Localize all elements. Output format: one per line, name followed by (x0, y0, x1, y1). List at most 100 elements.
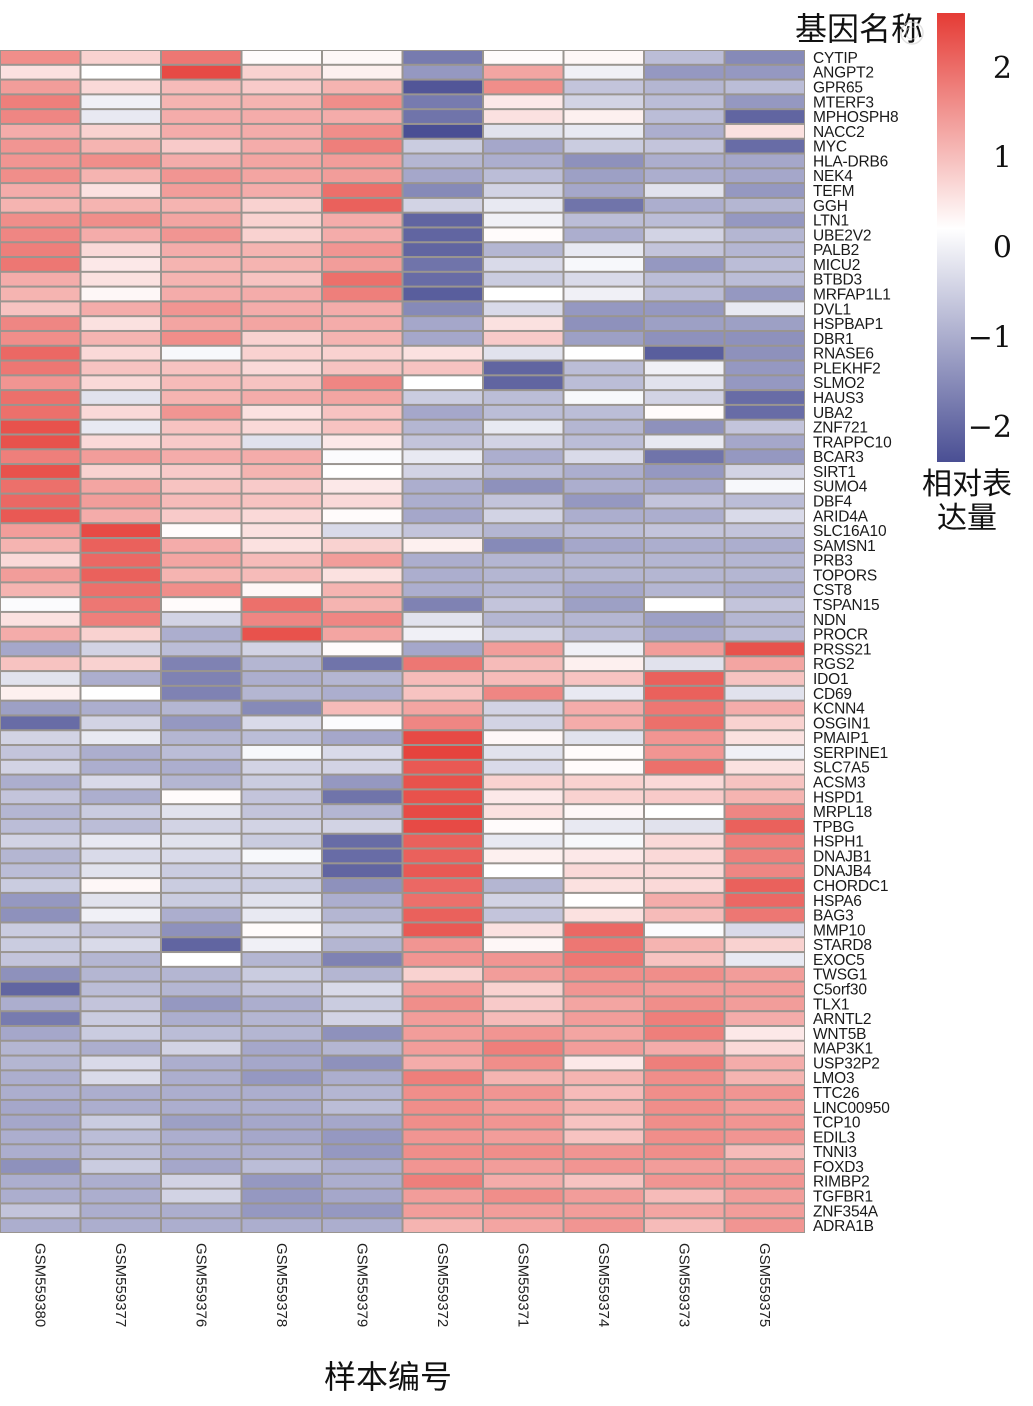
heatmap-cell (242, 110, 321, 123)
heatmap-cell (242, 139, 321, 153)
heatmap-cell (323, 435, 402, 449)
heatmap-cell (81, 716, 160, 730)
heatmap-cell (645, 287, 724, 301)
heatmap-cell (484, 524, 563, 537)
heatmap-cell (725, 405, 804, 419)
heatmap-cell (1, 746, 80, 759)
heatmap-cell (323, 302, 402, 316)
gene-labels: CYTIPANGPT2GPR65MTERF3MPHOSPH8NACC2MYCHL… (813, 50, 899, 1235)
heatmap-cell (564, 346, 643, 360)
heatmap-cell (81, 80, 160, 94)
heatmap-cell (484, 420, 563, 434)
heatmap-cell (242, 302, 321, 316)
heatmap-cell (242, 627, 321, 641)
heatmap-cell (242, 1174, 321, 1188)
heatmap-cell (564, 524, 643, 537)
heatmap-cell (162, 1115, 241, 1129)
heatmap-cell (323, 1056, 402, 1070)
heatmap-cell (403, 287, 482, 301)
heatmap-cell (1, 938, 80, 952)
heatmap-cell (403, 879, 482, 892)
gene-label: TTC26 (813, 1085, 859, 1102)
heatmap-cell (645, 420, 724, 434)
heatmap-cell (645, 967, 724, 981)
heatmap-cell (725, 612, 804, 626)
heatmap-cell (645, 391, 724, 404)
heatmap-cell (645, 657, 724, 671)
heatmap-cell (323, 243, 402, 257)
heatmap-cell (162, 331, 241, 345)
heatmap-cell (403, 612, 482, 626)
heatmap-cell (403, 1100, 482, 1114)
heatmap-cell (1, 494, 80, 508)
heatmap-cell (242, 1130, 321, 1144)
heatmap-cell (81, 420, 160, 434)
heatmap-cell (725, 1160, 804, 1173)
heatmap-cell (403, 331, 482, 345)
heatmap-cell (323, 1100, 402, 1114)
heatmap-cell (564, 509, 643, 523)
heatmap-cell (81, 760, 160, 774)
heatmap-cell (162, 612, 241, 626)
heatmap-cell (645, 524, 724, 537)
heatmap-cell (484, 760, 563, 774)
gene-label: HSPBAP1 (813, 316, 883, 333)
heatmap-cell (645, 405, 724, 419)
heatmap-cell (242, 849, 321, 863)
heatmap-cell (564, 864, 643, 878)
heatmap-cell (645, 627, 724, 641)
heatmap-cell (403, 1130, 482, 1144)
heatmap-cell (162, 243, 241, 257)
heatmap-cell (323, 1219, 402, 1232)
heatmap-cell (81, 849, 160, 863)
heatmap-cell (484, 1189, 563, 1203)
heatmap-cell (242, 435, 321, 449)
heatmap-cell (162, 272, 241, 286)
heatmap-cell (242, 538, 321, 552)
colorbar-ticks: 2 1 0 −1 −2 (968, 51, 1012, 445)
gene-label: ZNF354A (813, 1203, 879, 1220)
heatmap-cell (403, 731, 482, 745)
heatmap-cell (323, 139, 402, 153)
heatmap-cell (1, 331, 80, 345)
heatmap-cell (162, 302, 241, 316)
heatmap-cell (403, 154, 482, 168)
heatmap-cell (323, 938, 402, 952)
heatmap-cell (242, 479, 321, 493)
heatmap-cell (162, 819, 241, 833)
heatmap-cell (403, 1056, 482, 1070)
heatmap-cell (564, 302, 643, 316)
heatmap-cell (323, 198, 402, 212)
heatmap-cell (162, 95, 241, 109)
heatmap-cell (242, 657, 321, 671)
heatmap-cell (403, 864, 482, 878)
heatmap-cell (81, 819, 160, 833)
heatmap-cell (242, 465, 321, 478)
heatmap-cell (323, 612, 402, 626)
heatmap-cell (1, 657, 80, 671)
heatmap-cell (162, 524, 241, 537)
gene-label: MPHOSPH8 (813, 109, 898, 126)
heatmap-cell (725, 494, 804, 508)
gene-label: TWSG1 (813, 967, 867, 984)
heatmap-cell (162, 1041, 241, 1055)
heatmap-cell (162, 1204, 241, 1218)
heatmap-cell (1, 524, 80, 537)
heatmap-cell (1, 1086, 80, 1099)
heatmap-cell (81, 834, 160, 848)
heatmap-cell (645, 465, 724, 478)
heatmap-cell (725, 450, 804, 464)
heatmap-cell (323, 1041, 402, 1055)
heatmap-cell (725, 1100, 804, 1114)
heatmap-cell (564, 746, 643, 759)
gene-label: TNNI3 (813, 1144, 857, 1161)
heatmap-cell (323, 169, 402, 183)
heatmap-cell (645, 376, 724, 390)
heatmap-cell (403, 110, 482, 123)
gene-label: EXOC5 (813, 952, 865, 969)
gene-label: RIMBP2 (813, 1174, 870, 1191)
heatmap-cell (1, 1115, 80, 1129)
heatmap-cell (1, 243, 80, 257)
heatmap-cell (323, 331, 402, 345)
heatmap-cell (242, 598, 321, 611)
